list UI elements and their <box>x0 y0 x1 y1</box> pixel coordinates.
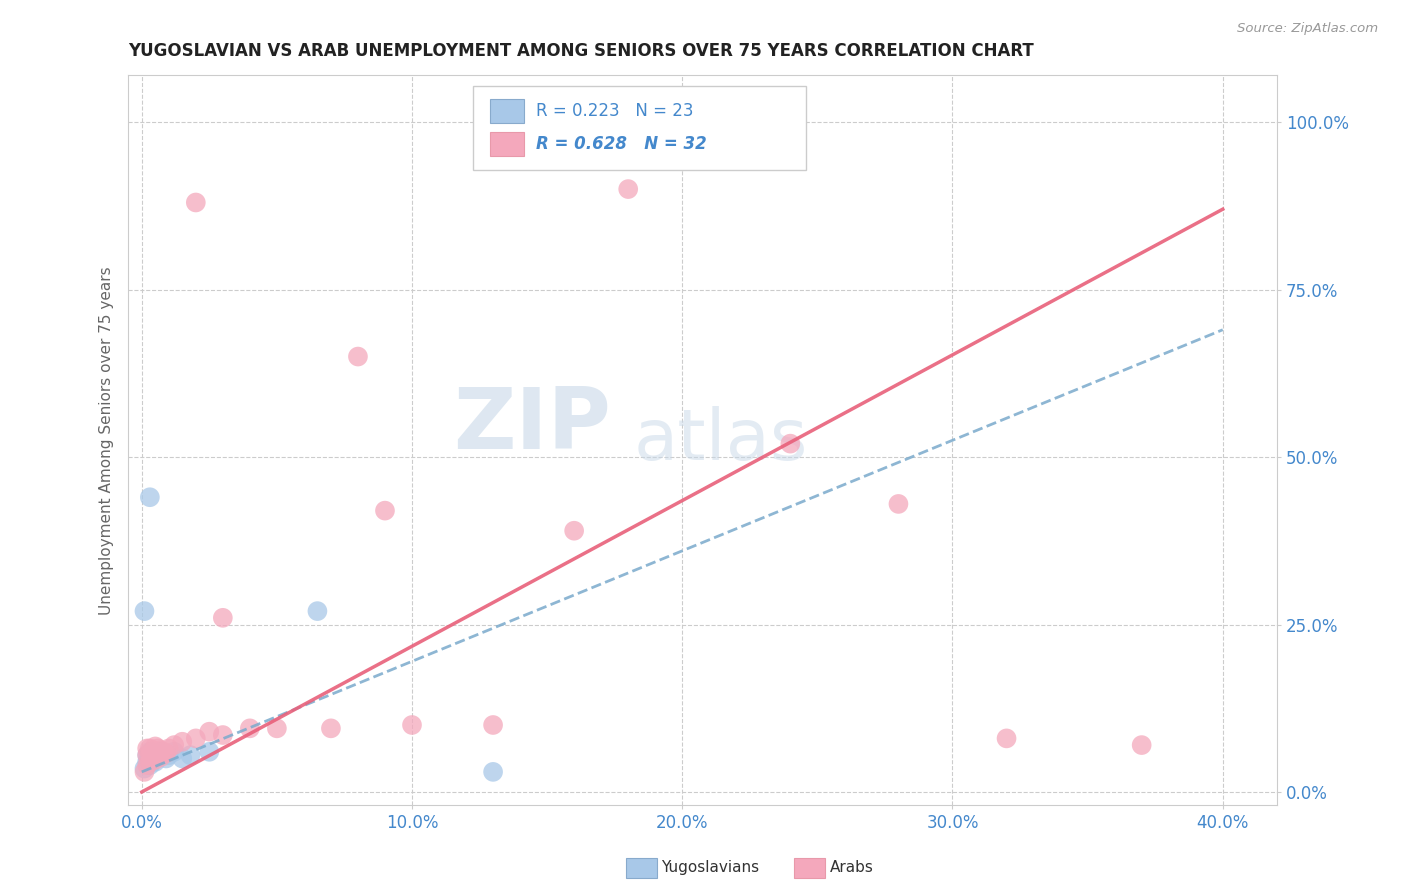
Point <box>149 750 172 764</box>
Point <box>142 753 165 767</box>
FancyBboxPatch shape <box>472 87 806 170</box>
Point <box>211 611 233 625</box>
Point <box>134 764 156 779</box>
Point <box>482 718 505 732</box>
Text: atlas: atlas <box>634 406 808 475</box>
Point <box>1130 738 1153 752</box>
Point <box>149 745 172 759</box>
Point <box>136 741 159 756</box>
Point <box>152 745 174 759</box>
Text: ZIP: ZIP <box>453 384 610 467</box>
Point <box>143 739 166 754</box>
Point <box>149 743 172 757</box>
Point <box>163 738 186 752</box>
Point <box>347 350 370 364</box>
Point <box>143 753 166 767</box>
Point <box>198 745 221 759</box>
Point <box>136 755 159 769</box>
Point <box>157 748 180 763</box>
Point <box>136 758 159 772</box>
Point <box>172 735 194 749</box>
Point <box>562 524 585 538</box>
Point <box>136 748 159 763</box>
Text: Yugoslavians: Yugoslavians <box>661 861 759 875</box>
Point <box>482 764 505 779</box>
Point <box>172 751 194 765</box>
Point <box>139 751 162 765</box>
Point <box>401 718 423 732</box>
Point <box>143 748 166 763</box>
Point <box>239 722 262 736</box>
Point <box>155 746 177 760</box>
Y-axis label: Unemployment Among Seniors over 75 years: Unemployment Among Seniors over 75 years <box>100 266 114 615</box>
Point <box>887 497 910 511</box>
Point <box>142 751 165 765</box>
Point <box>184 195 207 210</box>
Text: R = 0.628   N = 32: R = 0.628 N = 32 <box>536 135 707 153</box>
Text: YUGOSLAVIAN VS ARAB UNEMPLOYMENT AMONG SENIORS OVER 75 YEARS CORRELATION CHART: YUGOSLAVIAN VS ARAB UNEMPLOYMENT AMONG S… <box>128 42 1033 60</box>
Point <box>184 731 207 746</box>
Point <box>139 758 162 772</box>
Point <box>266 722 288 736</box>
Text: Source: ZipAtlas.com: Source: ZipAtlas.com <box>1237 22 1378 36</box>
Point <box>779 436 801 450</box>
Point <box>139 490 162 504</box>
Point <box>146 741 169 756</box>
FancyBboxPatch shape <box>491 99 524 123</box>
Point <box>152 746 174 760</box>
Point <box>134 604 156 618</box>
Point <box>139 741 162 756</box>
Point <box>146 748 169 763</box>
Point <box>142 745 165 759</box>
Point <box>198 724 221 739</box>
Point <box>143 746 166 760</box>
Point <box>179 748 201 763</box>
Point <box>143 755 166 769</box>
Point <box>146 750 169 764</box>
Point <box>155 751 177 765</box>
Point <box>139 745 162 759</box>
Point <box>139 748 162 763</box>
Point <box>374 503 396 517</box>
Point <box>995 731 1018 746</box>
Point <box>211 728 233 742</box>
FancyBboxPatch shape <box>491 132 524 155</box>
Point <box>142 746 165 760</box>
Point <box>134 762 156 776</box>
Point <box>136 748 159 763</box>
Point <box>319 722 342 736</box>
Text: R = 0.223   N = 23: R = 0.223 N = 23 <box>536 102 693 120</box>
Point <box>163 745 186 759</box>
Point <box>139 755 162 769</box>
Point <box>157 741 180 756</box>
Text: Arabs: Arabs <box>830 861 873 875</box>
Point <box>617 182 640 196</box>
Point <box>307 604 329 618</box>
